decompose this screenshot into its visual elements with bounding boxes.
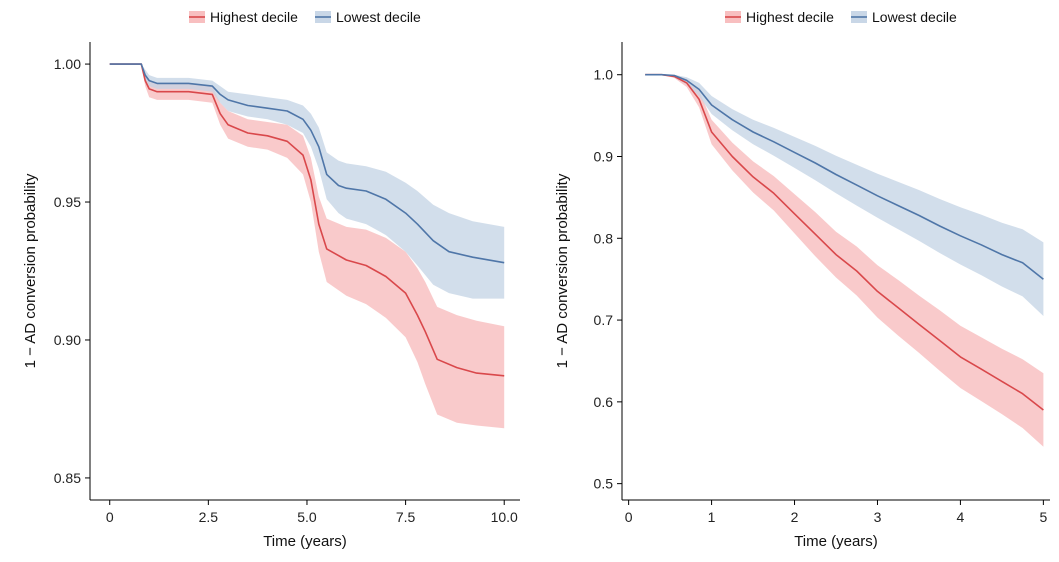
y-axis-title: 1 − AD conversion probability — [22, 173, 39, 368]
series-line-lowest-decile — [645, 73, 1044, 280]
x-tick-label: 5.0 — [297, 509, 317, 525]
y-tick-label: 0.8 — [594, 230, 614, 246]
y-tick-label: 1.0 — [594, 67, 614, 83]
legend-label-lowest-decile: Lowest decile — [872, 9, 957, 25]
x-tick-label: 0 — [106, 509, 114, 525]
chart-panel-1: 0.85 0.90 0.95 1.00 0 2.5 5.0 7.5 10.0 Time (year… — [22, 9, 520, 550]
x-tick-label: 1 — [708, 509, 716, 525]
chart-panel-2: 0.5 0.6 0.7 0.8 0.9 1.0 0 1 2 3 4 5 Time (years) 1 − … — [554, 9, 1050, 550]
x-axis-title: Time (years) — [263, 533, 347, 550]
y-tick-label: 1.00 — [54, 56, 81, 72]
x-tick-label: 4 — [957, 509, 965, 525]
series-line-highest-decile — [645, 73, 1044, 411]
x-axis-title: Time (years) — [794, 533, 878, 550]
x-tick-label: 2.5 — [199, 509, 219, 525]
y-tick-label: 0.7 — [594, 312, 614, 328]
confidence-band-lowest — [645, 74, 1044, 316]
confidence-band-lowest — [109, 64, 505, 299]
y-tick-label: 0.9 — [594, 149, 614, 165]
y-tick-label: 0.6 — [594, 394, 614, 410]
x-tick-label: 2 — [791, 509, 799, 525]
y-axis-title: 1 − AD conversion probability — [554, 173, 571, 368]
legend-label-highest-decile: Highest decile — [210, 9, 298, 25]
y-tick-label: 0.95 — [54, 194, 81, 210]
x-tick-label: 0 — [625, 509, 633, 525]
legend: Highest decile Lowest decile — [725, 9, 957, 25]
x-tick-label: 10.0 — [491, 509, 518, 525]
y-tick-label: 0.5 — [594, 476, 614, 492]
legend-label-lowest-decile: Lowest decile — [336, 9, 421, 25]
y-tick-label: 0.85 — [54, 470, 81, 486]
confidence-band-highest — [109, 64, 505, 429]
legend: Highest decile Lowest decile — [189, 9, 421, 25]
x-tick-label: 5 — [1039, 509, 1047, 525]
series-line-lowest-decile — [109, 63, 505, 264]
y-tick-label: 0.90 — [54, 332, 81, 348]
legend-label-highest-decile: Highest decile — [746, 9, 834, 25]
x-tick-label: 3 — [874, 509, 882, 525]
x-tick-label: 7.5 — [396, 509, 416, 525]
series-line-highest-decile — [109, 63, 505, 377]
